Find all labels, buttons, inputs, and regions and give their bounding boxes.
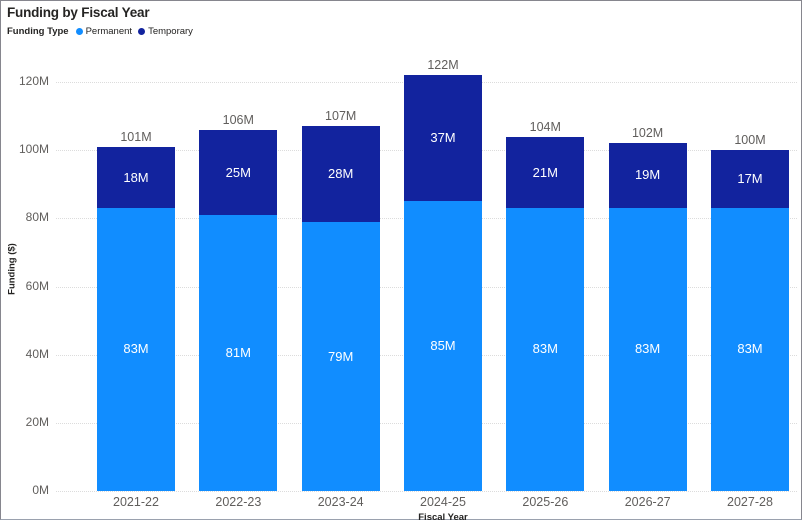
chart-title: Funding by Fiscal Year [7,5,150,20]
legend-items: Permanent Temporary [75,26,199,37]
legend-dot-temporary [138,28,146,35]
bar-value-label-permanent-2022-23: 81M [225,345,251,360]
bar-total-label-2027-28: 100M [734,133,766,148]
bar-segment-temporary-2022-23[interactable] [199,129,278,215]
x-axis-title: Fiscal Year [418,512,468,523]
bar-value-label-temporary-2024-25: 37M [430,130,456,146]
legend-dot-permanent [75,28,83,35]
bar-segment-permanent-2022-23[interactable] [199,215,278,491]
bar-value-label-permanent-2025-26: 83M [532,341,558,357]
bar-value-label-temporary-2023-24: 28M [328,166,354,182]
x-tick-label-2024-25: 2024-25 [420,495,466,509]
bar-segment-temporary-2024-25[interactable] [404,75,482,202]
legend-title: Funding Type [7,26,69,37]
legend: Funding Type Permanent Temporary [7,26,199,37]
bar-segment-permanent-2021-22[interactable] [97,208,175,491]
bar-segment-temporary-2026-27[interactable] [608,143,687,209]
x-tick-label-2027-28: 2027-28 [727,495,773,509]
legend-item-permanent[interactable]: Permanent [75,26,133,37]
y-tick-label: 120M [18,74,49,89]
bar-segment-permanent-2027-28[interactable] [711,208,789,491]
y-tick-label: 40M [25,346,49,361]
bar-segment-temporary-2023-24[interactable] [301,126,380,222]
y-tick-label: 20M [25,414,49,429]
bar-segment-permanent-2026-27[interactable] [608,208,687,491]
legend-item-temporary[interactable]: Temporary [138,26,193,37]
bar-value-label-permanent-2024-25: 85M [430,338,456,354]
x-tick-label-2025-26: 2025-26 [522,495,569,509]
bar-segment-permanent-2023-24[interactable] [301,221,380,491]
bar-segment-permanent-2024-25[interactable] [404,201,482,491]
x-tick-label-2022-23: 2022-23 [215,495,262,509]
legend-item-label: Temporary [148,26,193,37]
bar-total-label-2023-24: 107M [325,109,357,124]
y-tick-label: 0M [32,483,49,497]
y-tick-label: 100M [18,142,49,157]
bar-value-label-temporary-2026-27: 19M [634,167,661,183]
bar-total-label-2026-27: 102M [631,126,664,141]
y-axis-title: Funding ($) [6,243,18,295]
x-tick-label-2023-24: 2023-24 [317,495,364,509]
bar-value-label-temporary-2021-22: 18M [123,169,149,185]
bar-total-label-2021-22: 101M [120,129,152,144]
bar-total-label-2024-25: 122M [427,58,459,73]
bar-value-label-temporary-2027-28: 17M [737,171,763,187]
bar-value-label-temporary-2025-26: 21M [532,164,558,180]
bar-total-label-2025-26: 104M [529,119,561,134]
bar-value-label-permanent-2023-24: 79M [328,348,354,364]
bar-total-label-2022-23: 106M [222,112,254,127]
bar-value-label-permanent-2021-22: 83M [123,341,149,357]
bar-segment-temporary-2021-22[interactable] [97,146,175,209]
x-tick-label-2021-22: 2021-22 [113,495,159,509]
y-tick-label: 60M [25,278,49,293]
bar-value-label-permanent-2026-27: 83M [634,341,661,357]
y-tick-label: 80M [25,210,49,225]
bar-value-label-permanent-2027-28: 83M [737,341,763,357]
bar-segment-permanent-2025-26[interactable] [506,208,585,491]
gridline-0M [56,491,797,492]
x-tick-label-2026-27: 2026-27 [624,495,671,509]
bar-value-label-temporary-2022-23: 25M [225,164,251,180]
bar-segment-temporary-2027-28[interactable] [711,150,789,209]
legend-item-label: Permanent [85,26,133,37]
bar-segment-temporary-2025-26[interactable] [506,136,585,209]
